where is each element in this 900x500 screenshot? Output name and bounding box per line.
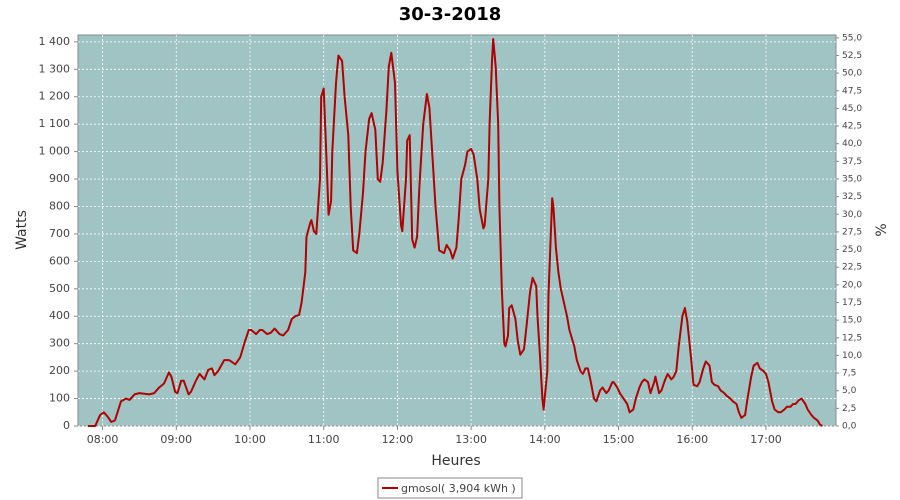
legend-label: gmosol( 3,904 kWh )	[401, 482, 516, 495]
y-tick-label: 600	[49, 254, 70, 267]
y2-tick-label: 7,5	[842, 369, 856, 379]
y-tick-label: 500	[49, 282, 70, 295]
y-tick-label: 400	[49, 309, 70, 322]
y-tick-label: 700	[49, 227, 70, 240]
legend	[377, 477, 523, 499]
y2-tick-label: 2,5	[842, 404, 856, 414]
y2-tick-label: 42,5	[842, 122, 862, 132]
y-tick-label: 1 000	[39, 145, 71, 158]
x-tick-label: 08:00	[87, 433, 119, 446]
y2-tick-label: 55,0	[842, 33, 862, 43]
x-tick-label: 17:00	[750, 433, 782, 446]
y2-tick-label: 52,5	[842, 51, 862, 61]
x-tick-label: 15:00	[603, 433, 635, 446]
y-tick-label: 0	[63, 419, 70, 432]
x-tick-label: 11:00	[308, 433, 340, 446]
y2-tick-label: 45,0	[842, 104, 862, 114]
y2-tick-label: 25,0	[842, 245, 862, 255]
y2-tick-label: 47,5	[842, 86, 862, 96]
y-tick-label: 900	[49, 172, 70, 185]
y2-tick-label: 27,5	[842, 227, 862, 237]
series-line	[87, 38, 823, 427]
y2-tick-label: 50,0	[842, 69, 862, 79]
y2-tick-label: 5,0	[842, 386, 857, 396]
x-tick-label: 10:00	[234, 433, 266, 446]
y-tick-label: 1 200	[39, 90, 71, 103]
y2-tick-label: 15,0	[842, 316, 862, 326]
y-tick-label: 800	[49, 199, 70, 212]
y2-tick-label: 40,0	[842, 139, 862, 149]
y2-tick-label: 35,0	[842, 174, 862, 184]
y2-tick-label: 12,5	[842, 333, 862, 343]
y2-tick-label: 0,0	[842, 422, 857, 432]
y-tick-label: 300	[49, 337, 70, 350]
y2-tick-label: 10,0	[842, 351, 862, 361]
y-tick-label: 1 300	[39, 62, 71, 75]
y2-tick-label: 22,5	[842, 263, 862, 273]
y2-tick-label: 20,0	[842, 280, 862, 290]
x-tick-label: 13:00	[455, 433, 487, 446]
x-tick-label: 16:00	[676, 433, 708, 446]
y-axis-label: Watts	[14, 210, 30, 250]
y2-tick-label: 30,0	[842, 210, 862, 220]
y2-tick-label: 32,5	[842, 192, 862, 202]
y2-tick-label: 37,5	[842, 157, 862, 167]
y-tick-label: 200	[49, 364, 70, 377]
x-tick-label: 14:00	[529, 433, 561, 446]
x-tick-label: 12:00	[382, 433, 414, 446]
y2-tick-label: 17,5	[842, 298, 862, 308]
y-tick-label: 1 400	[39, 35, 71, 48]
x-axis-label: Heures	[431, 453, 480, 469]
x-tick-label: 09:00	[160, 433, 192, 446]
chart-title: 30-3-2018	[399, 4, 502, 25]
y-tick-label: 100	[49, 392, 70, 405]
y2-axis-label: %	[874, 223, 890, 236]
y-tick-label: 1 100	[39, 117, 71, 130]
